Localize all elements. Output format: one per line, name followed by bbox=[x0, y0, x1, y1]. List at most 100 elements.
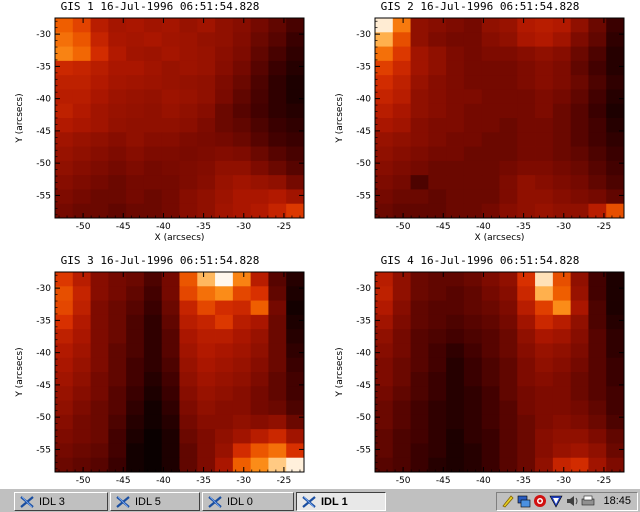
heatmap-cell bbox=[606, 357, 625, 373]
heatmap-cell bbox=[268, 343, 287, 359]
taskbar-button-idl-0[interactable]: IDL 0 bbox=[202, 492, 294, 511]
heatmap-cell bbox=[463, 414, 483, 430]
heatmap-cell bbox=[375, 75, 394, 90]
heatmap-cell bbox=[215, 400, 234, 416]
heatmap-cell bbox=[428, 429, 447, 444]
heatmap-cell bbox=[250, 443, 269, 459]
heatmap-cell bbox=[55, 314, 74, 330]
heatmap-cell bbox=[250, 103, 269, 119]
heatmap-cell bbox=[392, 457, 411, 473]
heatmap-svg: -50 -45 -40 -35 -30 -25 -30 -35 -40 -45 -50 -55 Y (a… bbox=[15, 271, 305, 486]
printer-icon[interactable] bbox=[581, 494, 595, 508]
heatmap-cell bbox=[517, 429, 536, 444]
heatmap-cell bbox=[126, 18, 145, 33]
heatmap-cell bbox=[197, 132, 216, 147]
heatmap-cell bbox=[481, 75, 500, 90]
heatmap-cell bbox=[72, 400, 91, 416]
heatmap-cell bbox=[72, 357, 91, 373]
heatmap-cell bbox=[588, 203, 607, 219]
heatmap-cell bbox=[250, 400, 269, 416]
heatmap-cell bbox=[143, 286, 163, 301]
heatmap-cell bbox=[250, 429, 269, 444]
heatmap-cell bbox=[552, 60, 572, 76]
heatmap-cell bbox=[72, 329, 91, 344]
heatmap-cell bbox=[481, 146, 500, 162]
heatmap-cell bbox=[268, 146, 287, 162]
heatmap-cell bbox=[517, 32, 536, 47]
heatmap-cell bbox=[215, 175, 234, 190]
heatmap-cell bbox=[268, 46, 287, 62]
heatmap-cell bbox=[126, 300, 145, 316]
heatmap-cell bbox=[375, 146, 394, 162]
y-tick-label: -35 bbox=[356, 316, 371, 326]
y-tick-label: -55 bbox=[36, 445, 51, 455]
heatmap-cell bbox=[72, 414, 91, 430]
pen-icon[interactable] bbox=[501, 494, 515, 508]
taskbar-button-idl-5[interactable]: IDL 5 bbox=[110, 492, 200, 511]
heatmap-cell bbox=[72, 46, 91, 62]
heatmap-cell bbox=[232, 329, 252, 344]
volume-icon[interactable] bbox=[565, 494, 579, 508]
heatmap-cell bbox=[232, 146, 252, 162]
taskbar-clock[interactable]: 18:45 bbox=[603, 495, 631, 507]
heatmap-cell bbox=[161, 272, 180, 287]
taskbar-button-idl-3[interactable]: IDL 3 bbox=[14, 492, 108, 511]
heatmap-cell bbox=[481, 189, 500, 205]
heatmap-cell bbox=[570, 32, 589, 47]
heatmap-cell bbox=[215, 203, 234, 219]
heatmap-cell bbox=[286, 286, 305, 301]
heatmap-cell bbox=[179, 189, 198, 205]
heatmap-cell bbox=[499, 103, 518, 119]
heatmap-cell bbox=[108, 414, 127, 430]
heatmap-cell bbox=[410, 160, 429, 176]
heatmap-cell bbox=[606, 160, 625, 176]
heatmap-cell bbox=[268, 89, 287, 105]
shield-icon[interactable] bbox=[533, 494, 547, 508]
heatmap-cell bbox=[481, 372, 500, 387]
heatmap-cell bbox=[410, 286, 429, 301]
heatmap-cell bbox=[55, 75, 74, 90]
heatmap-cell bbox=[463, 132, 483, 147]
x-tick-label: -35 bbox=[516, 222, 531, 232]
taskbar-button-label: IDL 5 bbox=[135, 495, 161, 508]
heatmap-cell bbox=[428, 386, 447, 401]
heatmap-cell bbox=[197, 443, 216, 459]
heatmap-cell bbox=[375, 386, 394, 401]
y-tick-label: -35 bbox=[36, 62, 51, 72]
heatmap-cell bbox=[446, 175, 465, 190]
heatmap-cell bbox=[232, 160, 252, 176]
heatmap-cell bbox=[606, 146, 625, 162]
heatmap-cell bbox=[250, 60, 269, 76]
heatmap-cell bbox=[161, 75, 180, 90]
y-tick-label: -40 bbox=[36, 95, 51, 105]
heatmap-cell bbox=[570, 132, 589, 147]
heatmap-cell bbox=[606, 414, 625, 430]
heatmap-cell bbox=[232, 314, 252, 330]
heatmap-cell bbox=[375, 414, 394, 430]
network-icon[interactable] bbox=[517, 494, 531, 508]
heatmap-cell bbox=[55, 118, 74, 133]
taskbar-button-label: IDL 0 bbox=[227, 495, 253, 508]
heatmap-cell bbox=[90, 175, 109, 190]
heatmap-cell bbox=[90, 286, 109, 301]
heatmap-cell bbox=[535, 103, 554, 119]
heatmap-cell bbox=[197, 118, 216, 133]
heatmap-cell bbox=[570, 400, 589, 416]
heatmap-cell bbox=[250, 386, 269, 401]
heatmap-cell bbox=[232, 357, 252, 373]
heatmap-cell bbox=[552, 118, 572, 133]
heatmap-cell bbox=[517, 372, 536, 387]
heatmap-cell bbox=[197, 103, 216, 119]
antivirus-icon[interactable] bbox=[549, 494, 563, 508]
heatmap-cell bbox=[552, 343, 572, 359]
heatmap-cell bbox=[215, 160, 234, 176]
taskbar-button-idl-1[interactable]: IDL 1 bbox=[296, 492, 386, 511]
heatmap-cell bbox=[446, 146, 465, 162]
heatmap-cell bbox=[392, 118, 411, 133]
heatmap-cell bbox=[232, 203, 252, 219]
heatmap-cell bbox=[215, 103, 234, 119]
heatmap-cell bbox=[126, 414, 145, 430]
heatmap-cell bbox=[410, 175, 429, 190]
taskbar-button-label: IDL 1 bbox=[321, 495, 348, 508]
heatmap-cell bbox=[535, 272, 554, 287]
